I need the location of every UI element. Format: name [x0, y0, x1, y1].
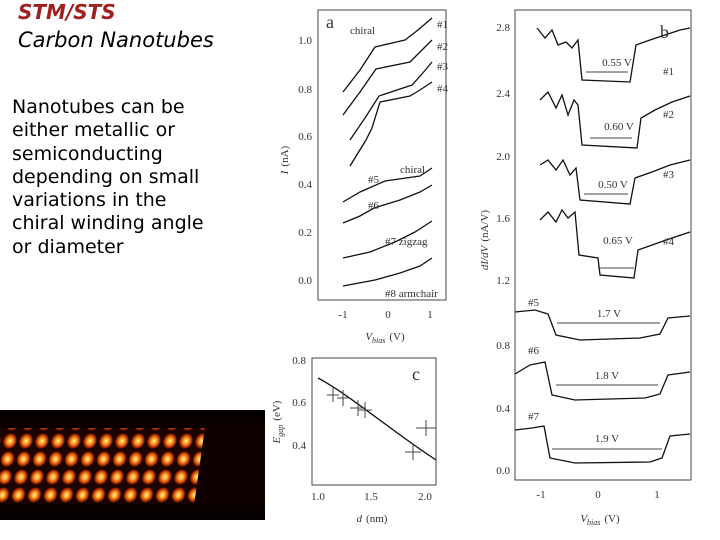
annotation: #5 — [368, 174, 380, 186]
x-tick-label: 1 — [654, 489, 660, 501]
curve-label: #2 — [663, 109, 674, 121]
axis-label-unit: (nA) — [279, 145, 291, 166]
axis-label-unit: (nA/V) — [479, 210, 491, 242]
y-tick-label: 1.6 — [496, 213, 510, 225]
gap-label: 0.60 V — [604, 121, 634, 133]
annotation: #1 — [437, 19, 448, 31]
axis-label-main: E — [271, 436, 283, 444]
axis-label-main: V — [580, 513, 588, 525]
axis-label: dI/dV (nA/V) — [479, 210, 491, 271]
axis-label-unit: (nm) — [366, 513, 388, 525]
body-line: either metallic or — [12, 119, 176, 142]
axis-label-sub: gap — [276, 425, 285, 437]
y-tick-label: 0.8 — [496, 340, 510, 352]
x-tick-label: -1 — [536, 489, 545, 501]
y-tick-label: 0.2 — [298, 227, 312, 239]
curve-label: #1 — [663, 66, 674, 78]
y-tick-label: 0.4 — [298, 179, 312, 191]
axis-label-unit: (V) — [604, 513, 620, 525]
panel-b — [514, 9, 692, 481]
body-line: chiral winding angle — [12, 212, 204, 235]
curve-label: #3 — [663, 169, 675, 181]
axis-label-sub: bias — [587, 518, 600, 527]
x-tick-label: 0 — [385, 309, 391, 321]
gap-label: 0.55 V — [602, 57, 632, 69]
x-tick-label: 2.0 — [418, 491, 432, 503]
y-tick-label: 2.8 — [496, 22, 510, 34]
annotation: chiral — [400, 164, 425, 176]
annotation: chiral — [350, 25, 375, 37]
annotation: #2 — [437, 41, 448, 53]
axis-label: Egap (eV) — [271, 400, 285, 444]
y-tick-label: 0.4 — [496, 403, 510, 415]
axis-label: Vbias (V) — [365, 331, 405, 345]
y-tick-label: 0.8 — [292, 355, 306, 367]
x-tick-label: 1.5 — [364, 491, 378, 503]
y-tick-label: 0.6 — [298, 131, 312, 143]
y-tick-label: 0.0 — [496, 465, 510, 477]
curve-label: #4 — [663, 236, 675, 248]
axis-label-unit: (V) — [389, 331, 405, 343]
panel-letter: b — [660, 22, 669, 42]
body-line: depending on small — [12, 165, 200, 188]
panel-letter: c — [412, 364, 420, 384]
nanotube-image — [0, 410, 265, 520]
axis-label-main: d — [357, 513, 363, 525]
y-tick-label: 2.4 — [496, 88, 510, 100]
gap-label: 0.65 V — [603, 235, 633, 247]
body-text: Nanotubes can be either metallic or semico… — [12, 96, 204, 259]
x-tick-label: 0 — [595, 489, 601, 501]
y-tick-label: 0.6 — [292, 397, 306, 409]
annotation: #8 armchair — [385, 288, 438, 300]
axis-label-main: dI/dV — [479, 244, 491, 270]
x-tick-label: 1 — [427, 309, 433, 321]
axis-label: I (nA) — [279, 145, 291, 175]
body-line: Nanotubes can be — [12, 96, 185, 118]
panel-letter: a — [326, 12, 334, 32]
axis-label-sub: bias — [372, 336, 385, 345]
x-tick-label: -1 — [338, 309, 347, 321]
gap-label: 0.50 V — [598, 179, 628, 191]
axis-label-main: V — [365, 331, 373, 343]
axis-label-main: I — [279, 169, 291, 175]
annotation: #6 — [368, 200, 380, 212]
subtitle: Carbon Nanotubes — [18, 28, 214, 52]
body-line: variations in the — [12, 189, 167, 212]
body-line: or diameter — [12, 235, 124, 258]
y-tick-label: 2.0 — [496, 151, 510, 163]
gap-label: 1.7 V — [597, 308, 621, 320]
curve-label: #5 — [528, 297, 540, 309]
body-line: semiconducting — [12, 142, 163, 165]
y-tick-label: 1.2 — [496, 275, 510, 287]
x-tick-label: 1.0 — [311, 491, 325, 503]
axis-label: Vbias (V) — [580, 513, 620, 527]
axis-label-unit: (eV) — [271, 400, 283, 420]
y-tick-label: 0.0 — [298, 275, 312, 287]
axis-label: d (nm) — [357, 513, 388, 525]
title: STM/STS — [18, 0, 116, 24]
annotation: #4 — [437, 83, 449, 95]
curve-label: #6 — [528, 345, 540, 357]
annotation: #3 — [437, 61, 449, 73]
gap-label: 1.9 V — [595, 433, 619, 445]
gap-label: 1.8 V — [595, 370, 619, 382]
y-tick-label: 1.0 — [298, 35, 312, 47]
curve-label: #7 — [528, 411, 540, 423]
y-tick-label: 0.8 — [298, 84, 312, 96]
annotation: #7 zigzag — [385, 236, 428, 248]
panel-a — [317, 9, 447, 301]
y-tick-label: 0.4 — [292, 440, 306, 452]
panel-c — [311, 357, 437, 486]
